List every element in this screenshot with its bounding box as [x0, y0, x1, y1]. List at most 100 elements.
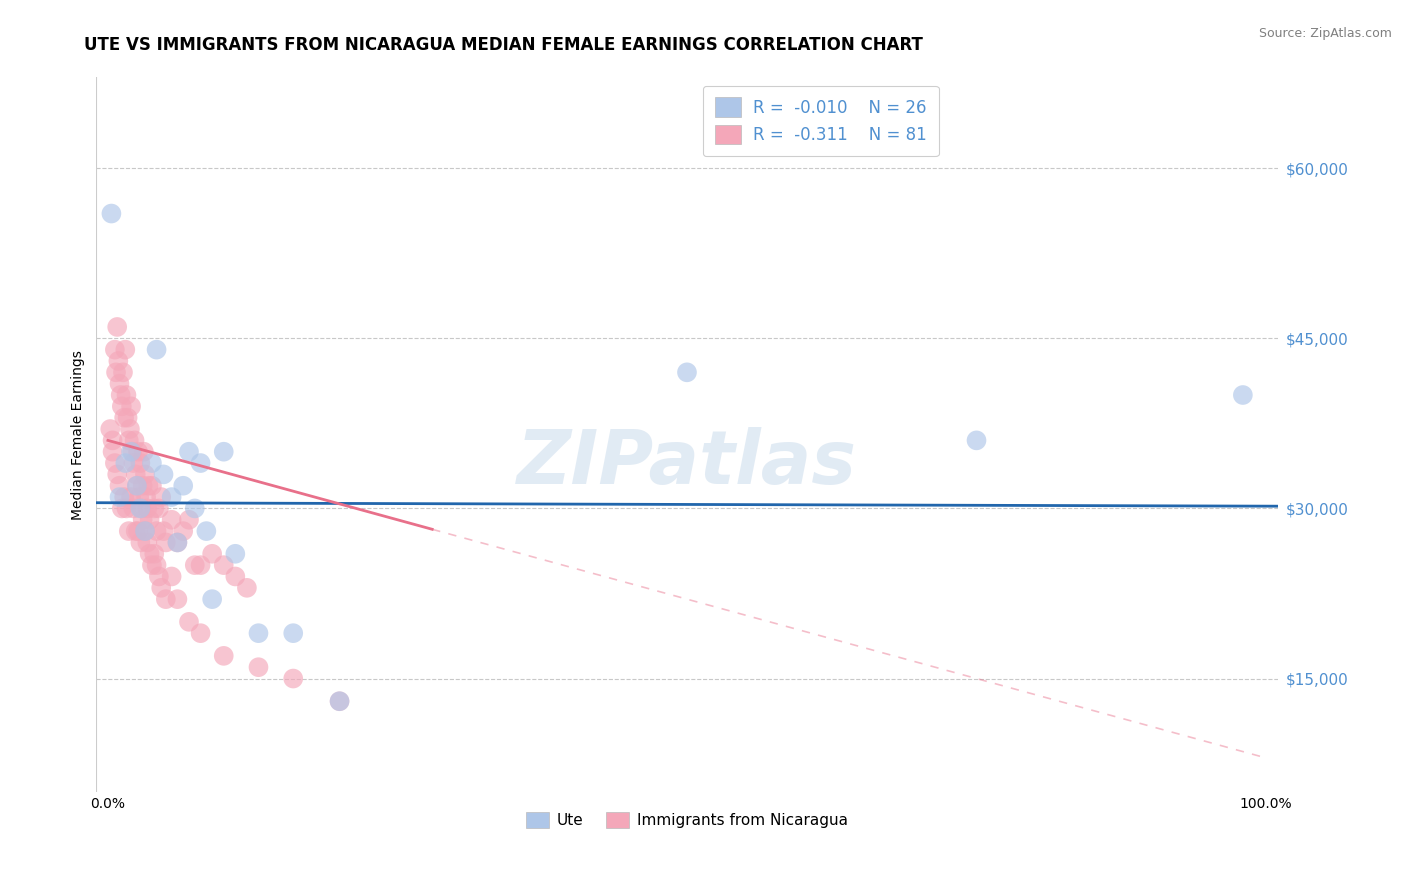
Point [125, 479, 148, 493]
Point [160, 513, 183, 527]
Point [166, 535, 188, 549]
Point [118, 434, 141, 448]
Point [329, 694, 352, 708]
Point [160, 490, 183, 504]
Point [190, 558, 212, 573]
Point [125, 524, 148, 538]
Point [115, 501, 138, 516]
Point [98, 422, 121, 436]
Point [131, 479, 153, 493]
Point [111, 400, 134, 414]
Point [177, 513, 200, 527]
Point [108, 490, 131, 504]
Point [112, 490, 135, 504]
Point [177, 615, 200, 629]
Point [224, 569, 246, 583]
Point [104, 343, 127, 357]
Point [105, 467, 128, 482]
Point [120, 444, 142, 458]
Point [1232, 388, 1254, 402]
Point [125, 479, 148, 493]
Text: Source: ZipAtlas.com: Source: ZipAtlas.com [1258, 27, 1392, 40]
Point [152, 467, 174, 482]
Point [108, 479, 131, 493]
Point [125, 467, 148, 482]
Point [283, 672, 305, 686]
Point [101, 434, 124, 448]
Point [190, 626, 212, 640]
Point [155, 535, 177, 549]
Point [195, 524, 218, 538]
Point [224, 547, 246, 561]
Point [134, 467, 156, 482]
Point [152, 524, 174, 538]
Text: UTE VS IMMIGRANTS FROM NICARAGUA MEDIAN FEMALE EARNINGS CORRELATION CHART: UTE VS IMMIGRANTS FROM NICARAGUA MEDIAN … [84, 36, 924, 54]
Point [110, 388, 132, 402]
Point [172, 479, 194, 493]
Point [107, 354, 129, 368]
Point [247, 660, 270, 674]
Point [143, 547, 166, 561]
Point [190, 456, 212, 470]
Point [101, 444, 124, 458]
Point [111, 501, 134, 516]
Point [329, 694, 352, 708]
Point [112, 410, 135, 425]
Point [676, 365, 699, 379]
Point [212, 444, 235, 458]
Point [105, 320, 128, 334]
Point [966, 434, 988, 448]
Point [104, 456, 127, 470]
Point [120, 400, 142, 414]
Point [148, 501, 170, 516]
Point [131, 501, 153, 516]
Point [138, 513, 160, 527]
Point [129, 456, 152, 470]
Point [177, 444, 200, 458]
Point [141, 558, 163, 573]
Point [118, 422, 141, 436]
Point [122, 501, 145, 516]
Y-axis label: Median Female Earnings: Median Female Earnings [72, 350, 86, 520]
Point [212, 648, 235, 663]
Text: ZIPatlas: ZIPatlas [517, 426, 858, 500]
Point [118, 524, 141, 538]
Point [212, 558, 235, 573]
Point [105, 365, 128, 379]
Point [155, 592, 177, 607]
Point [134, 524, 156, 538]
Point [141, 456, 163, 470]
Point [283, 626, 305, 640]
Point [201, 547, 224, 561]
Point [129, 501, 152, 516]
Point [138, 547, 160, 561]
Point [100, 206, 122, 220]
Point [184, 558, 207, 573]
Point [120, 490, 142, 504]
Point [236, 581, 259, 595]
Point [148, 569, 170, 583]
Point [117, 410, 139, 425]
Point [150, 581, 173, 595]
Point [141, 479, 163, 493]
Point [166, 592, 188, 607]
Point [143, 501, 166, 516]
Point [136, 535, 159, 549]
Point [131, 513, 153, 527]
Point [124, 434, 146, 448]
Point [127, 444, 149, 458]
Point [166, 535, 188, 549]
Point [138, 479, 160, 493]
Point [172, 524, 194, 538]
Point [111, 365, 134, 379]
Point [135, 490, 157, 504]
Point [114, 343, 136, 357]
Point [132, 444, 155, 458]
Point [121, 444, 143, 458]
Point [134, 524, 156, 538]
Point [145, 343, 167, 357]
Point [122, 456, 145, 470]
Point [145, 558, 167, 573]
Point [127, 524, 149, 538]
Point [150, 490, 173, 504]
